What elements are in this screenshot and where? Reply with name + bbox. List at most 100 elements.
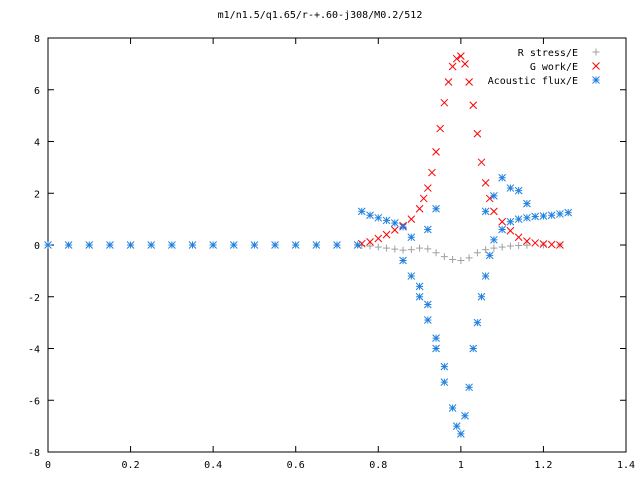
data-point (399, 256, 407, 265)
data-point (390, 226, 399, 234)
data-point (366, 211, 374, 220)
data-point (383, 244, 391, 252)
data-point (229, 241, 238, 249)
data-point (333, 241, 341, 249)
data-point (407, 272, 416, 280)
data-point (449, 255, 457, 263)
data-point (461, 60, 469, 68)
legend-label: G work/E (530, 62, 578, 73)
data-point (399, 223, 407, 231)
data-point (514, 215, 523, 223)
y-tick-label: 0 (34, 241, 40, 252)
data-point (547, 211, 556, 220)
x-axis-ticks: 0 0.2 0.4 0.6 0.8 1 1.2 1.4 (45, 38, 635, 471)
data-point (452, 54, 461, 63)
data-point (469, 344, 478, 353)
data-point (481, 272, 490, 280)
x-tick-label: 1 (458, 460, 464, 471)
data-point (419, 194, 428, 203)
data-point (407, 233, 416, 242)
data-point (432, 249, 440, 257)
data-point (209, 241, 217, 249)
data-point (506, 184, 515, 192)
x-tick-label: 0 (45, 460, 51, 471)
data-point (432, 204, 440, 213)
data-point (485, 251, 494, 260)
series-layer (44, 52, 573, 438)
legend-marker (592, 62, 600, 70)
data-point (440, 362, 449, 371)
data-point (461, 411, 469, 420)
data-point (382, 230, 391, 239)
data-point (423, 316, 432, 324)
y-tick-label: 2 (34, 189, 40, 200)
data-point (291, 241, 300, 249)
legend-marker (592, 48, 600, 56)
data-point (415, 282, 424, 291)
data-point (448, 404, 457, 412)
data-point (457, 257, 465, 265)
y-axis-ticks: 8 6 4 2 0 -2 -4 -6 -8 (28, 34, 626, 459)
data-point (357, 207, 366, 216)
data-point (539, 241, 547, 249)
data-point (477, 158, 486, 167)
x-tick-label: 0.8 (369, 460, 387, 471)
data-point (64, 241, 73, 249)
data-point (490, 244, 498, 252)
data-point (523, 241, 531, 249)
data-point (490, 235, 498, 244)
data-point (498, 217, 506, 226)
data-point (423, 225, 432, 234)
data-point (436, 124, 445, 133)
data-point (481, 179, 490, 187)
data-point (423, 184, 432, 192)
data-point (374, 234, 383, 243)
data-point (556, 241, 564, 249)
y-tick-label: 8 (34, 34, 40, 45)
data-point (481, 207, 490, 216)
data-point (556, 210, 564, 218)
data-point (523, 237, 531, 245)
legend-label: R stress/E (518, 48, 578, 59)
data-point (444, 78, 453, 86)
data-point (353, 241, 362, 249)
data-point (490, 191, 498, 200)
data-point (147, 241, 156, 249)
x-tick-label: 1.2 (534, 460, 552, 471)
data-point (473, 129, 482, 138)
data-point (457, 52, 465, 60)
data-point (106, 241, 114, 249)
data-point (539, 240, 548, 248)
data-point (514, 186, 523, 195)
data-point (440, 98, 449, 107)
data-point (374, 243, 382, 251)
chart-title: m1/n1.5/q1.65/r-+.60-j308/M0.2/512 (218, 10, 423, 21)
data-point (44, 241, 52, 249)
data-point (523, 213, 531, 222)
data-point (514, 233, 523, 242)
data-point (506, 217, 515, 226)
data-point (250, 241, 259, 249)
data-point (407, 215, 416, 223)
data-point (428, 168, 436, 177)
data-point (515, 242, 523, 250)
data-point (465, 78, 473, 86)
y-tick-label: -6 (28, 396, 40, 407)
legend-label: Acoustic flux/E (488, 76, 578, 87)
data-point (473, 318, 482, 327)
data-point (366, 242, 374, 250)
legend-marker (592, 76, 600, 84)
data-point (440, 378, 449, 386)
legend: R stress/E G work/E Acoustic flux/E (488, 48, 600, 87)
data-point (424, 245, 432, 253)
data-point (531, 212, 540, 221)
data-point (469, 101, 478, 110)
data-point (85, 241, 94, 249)
data-point (452, 422, 461, 430)
data-point (416, 244, 424, 252)
data-point (407, 246, 415, 254)
data-point (498, 243, 506, 251)
data-point (357, 239, 366, 248)
